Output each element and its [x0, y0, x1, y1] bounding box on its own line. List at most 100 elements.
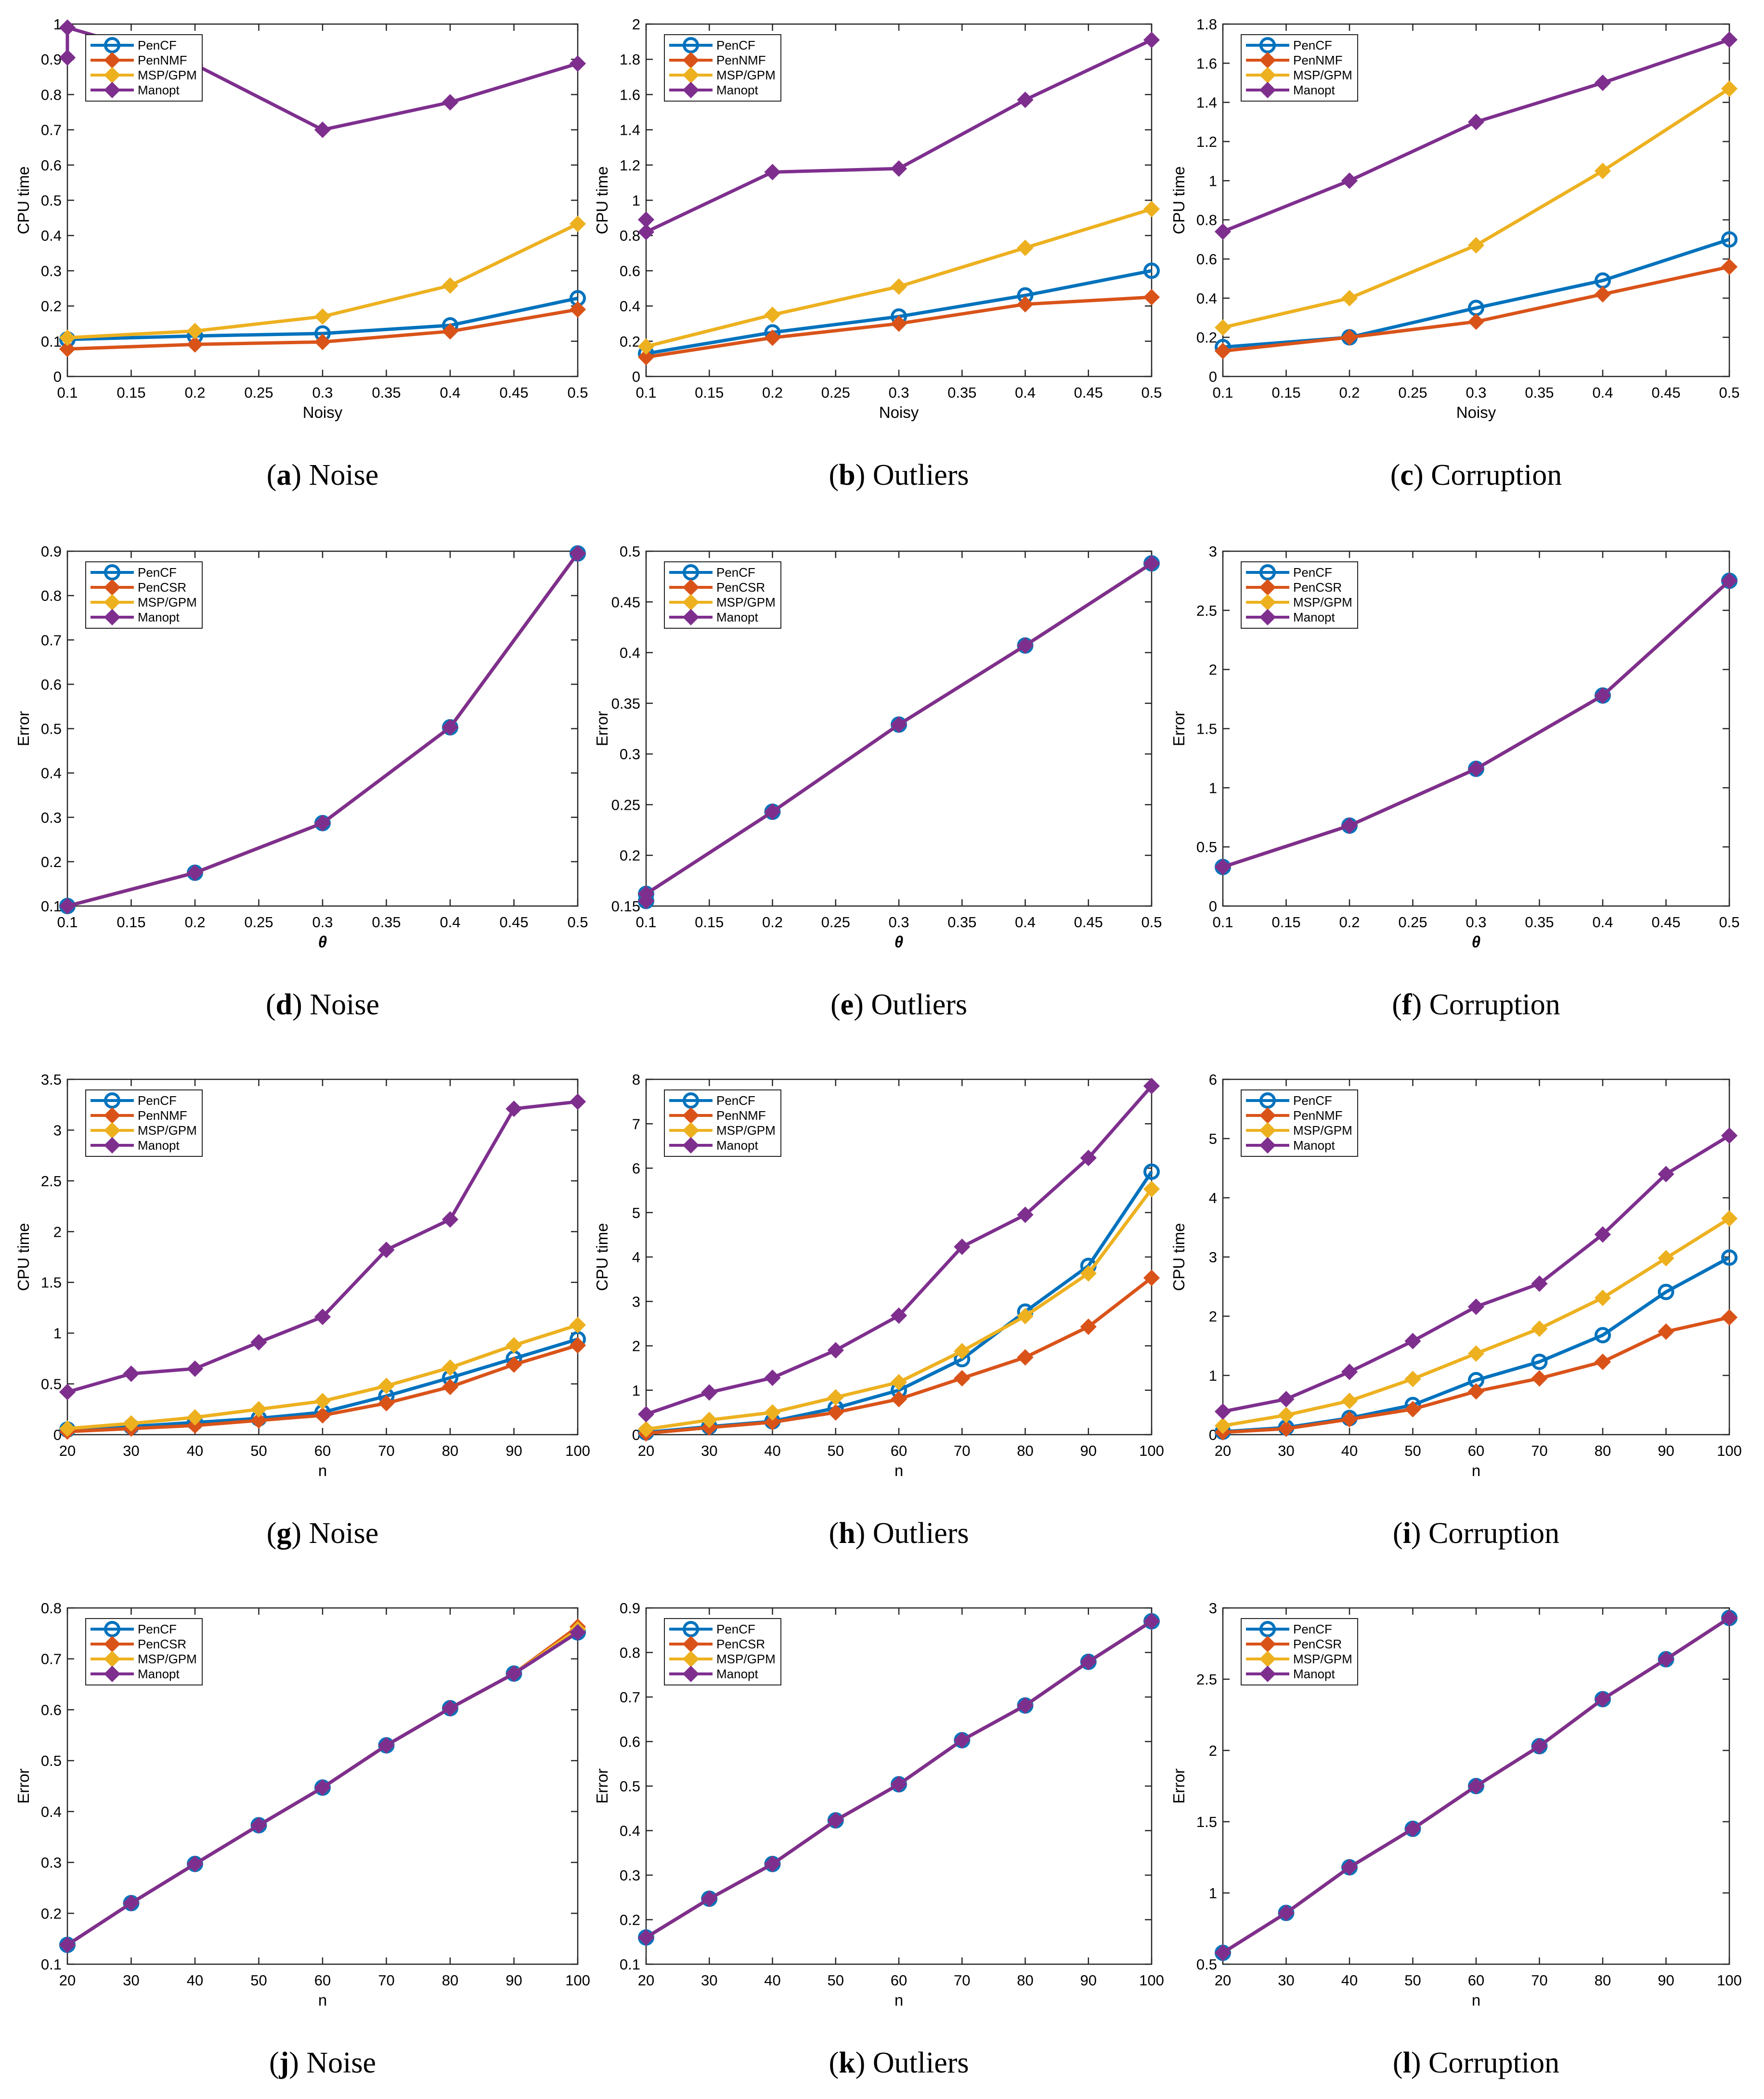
x-tick-label: 40 — [764, 1442, 780, 1459]
y-tick-label: 0.4 — [620, 645, 640, 661]
x-tick-label: 20 — [1215, 1972, 1231, 1989]
y-axis-label: CPU time — [14, 166, 32, 234]
data-point — [764, 306, 781, 324]
x-tick-label: 0.45 — [1074, 384, 1103, 401]
data-point — [569, 545, 586, 562]
caption-text: Corruption — [1429, 988, 1560, 1021]
y-tick-label: 1.4 — [620, 122, 640, 139]
x-tick-label: 40 — [764, 1972, 780, 1989]
x-tick-label: 0.45 — [499, 914, 528, 931]
series-manopt — [1214, 572, 1738, 876]
series-manopt — [1214, 31, 1738, 240]
x-tick-label: 50 — [250, 1972, 267, 1989]
x-tick-label: 70 — [1531, 1442, 1547, 1459]
x-tick-label: 0.5 — [567, 914, 588, 931]
x-tick-label: 100 — [1139, 1442, 1164, 1459]
y-tick-label: 0.8 — [1196, 212, 1217, 229]
data-point — [764, 1404, 781, 1421]
data-point — [637, 338, 655, 355]
caption-paren-open: ( — [267, 459, 277, 492]
data-point — [701, 1412, 718, 1428]
x-tick-label: 70 — [1531, 1972, 1547, 1989]
y-tick-label: 0.6 — [41, 676, 62, 693]
y-tick-label: 2 — [632, 1338, 640, 1355]
data-point — [1404, 1820, 1421, 1837]
x-tick-label: 0.25 — [244, 914, 273, 931]
x-tick-label: 40 — [187, 1442, 203, 1459]
legend-label: Manopt — [716, 1138, 758, 1153]
chart-j: 20 30 40 50 60 70 80 90 100 0.1 0.2 0.3 0.4 0.5 0.6 0.7… — [14, 1600, 590, 2079]
y-axis-label: Error — [593, 1768, 611, 1803]
data-point — [890, 160, 908, 177]
data-point — [890, 1307, 908, 1324]
x-tick-label: 100 — [1139, 1972, 1164, 1989]
y-tick-label: 2 — [1209, 1308, 1217, 1325]
x-tick-label: 0.4 — [1592, 384, 1613, 401]
legend-label: PenCF — [716, 38, 755, 52]
data-point — [59, 1384, 76, 1400]
y-tick-label: 0.3 — [41, 262, 62, 279]
data-point — [1080, 1653, 1097, 1671]
x-tick-label: 0.4 — [440, 384, 460, 401]
x-tick-label: 60 — [891, 1442, 907, 1459]
x-tick-label: 0.15 — [117, 914, 145, 931]
data-point — [1214, 1403, 1232, 1420]
data-point — [1404, 1400, 1421, 1418]
data-point — [1143, 201, 1160, 218]
legend-label: Manopt — [138, 1138, 180, 1153]
data-point — [1214, 858, 1232, 876]
chart-k: 20 30 40 50 60 70 80 90 100 0.1 0.2 0.3 0.4 0.5 0.6 0.7… — [593, 1600, 1164, 2079]
x-tick-label: 20 — [59, 1442, 76, 1459]
series-manopt — [637, 1077, 1160, 1423]
x-tick-label: 0.25 — [1398, 384, 1427, 401]
x-axis-label: θ — [318, 933, 327, 951]
data-point — [1017, 1349, 1034, 1366]
data-point — [59, 49, 76, 66]
data-point — [1278, 1420, 1295, 1437]
x-tick-label: 80 — [1595, 1972, 1611, 1989]
data-point — [827, 1404, 844, 1421]
data-point — [250, 1334, 267, 1351]
y-tick-label: 3.5 — [41, 1071, 62, 1088]
data-point — [1658, 1323, 1674, 1340]
data-point — [1017, 1308, 1034, 1324]
caption-paren-close: ) — [856, 1517, 873, 1550]
y-axis-label: Error — [1170, 711, 1188, 746]
data-point — [1080, 1150, 1097, 1166]
chart-f: 0.1 0.15 0.2 0.25 0.3 0.35 0.4 0.45 0.5 0 0.5 1 1.5 2… — [1170, 543, 1740, 1021]
y-tick-label: 1.8 — [1196, 16, 1217, 33]
caption-paren-close: ) — [856, 459, 873, 492]
x-tick-label: 0.25 — [244, 384, 273, 401]
chart-l: 20 30 40 50 60 70 80 90 100 0.5 1 1.5 2 2.5 3 n Error Pen… — [1170, 1600, 1742, 2079]
legend-label: Manopt — [716, 1667, 758, 1681]
y-tick-label: 0.5 — [41, 1752, 62, 1769]
data-point — [1531, 1275, 1548, 1292]
y-tick-label: 6 — [1209, 1071, 1217, 1088]
legend-label: PenCF — [1293, 38, 1332, 52]
data-point — [250, 1401, 267, 1418]
y-tick-label: 0.4 — [1196, 290, 1217, 307]
y-tick-label: 1 — [1209, 1367, 1217, 1384]
data-point — [506, 1356, 522, 1373]
legend-marker — [682, 81, 700, 99]
x-tick-label: 0.1 — [636, 384, 656, 401]
x-tick-label: 0.45 — [499, 384, 528, 401]
data-point — [1594, 286, 1611, 303]
legend-marker — [104, 1137, 121, 1154]
data-point — [764, 1414, 781, 1431]
y-tick-label: 0.3 — [41, 1854, 62, 1871]
data-point — [1594, 687, 1611, 704]
data-point — [1595, 1327, 1611, 1344]
data-point — [1143, 1180, 1160, 1197]
legend-label: Manopt — [1293, 83, 1335, 97]
data-point — [506, 1665, 522, 1682]
data-point — [890, 1374, 908, 1391]
series-manopt — [637, 555, 1160, 909]
data-point — [1341, 329, 1358, 346]
data-point — [1143, 1270, 1160, 1286]
x-tick-label: 0.35 — [1525, 384, 1554, 401]
data-point — [764, 803, 781, 820]
y-tick-label: 0.9 — [41, 51, 62, 68]
